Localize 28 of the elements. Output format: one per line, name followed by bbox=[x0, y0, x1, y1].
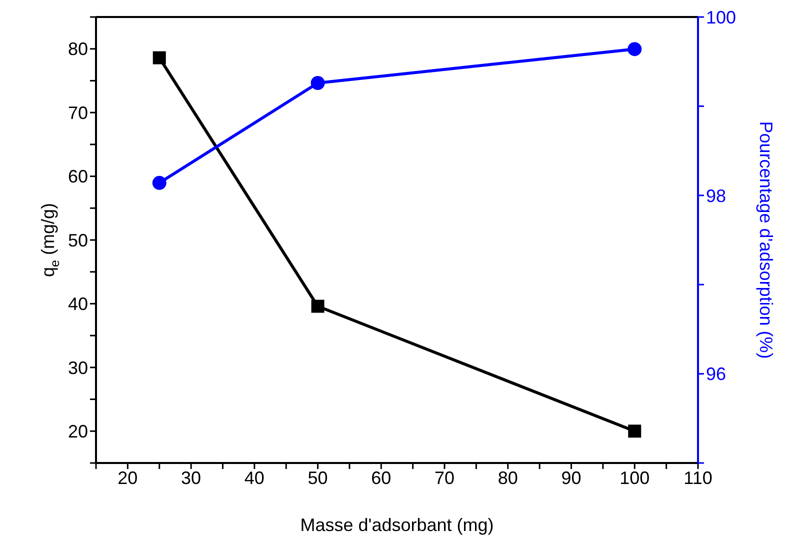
y2-tick-label: 100 bbox=[706, 7, 736, 28]
y-tick-label: 60 bbox=[68, 166, 88, 187]
x-tick-label: 90 bbox=[561, 468, 582, 488]
y-tick-label: 20 bbox=[68, 422, 88, 442]
x-tick-label: 60 bbox=[371, 468, 392, 488]
x-tick-label: 40 bbox=[244, 468, 264, 488]
y-tick-label: 50 bbox=[68, 230, 88, 250]
y-tick-label: 80 bbox=[68, 39, 88, 60]
y-tick-label: 70 bbox=[68, 102, 88, 123]
x-tick-label: 30 bbox=[181, 468, 202, 488]
y2-tick-label: 96 bbox=[706, 364, 726, 384]
point bbox=[152, 51, 166, 64]
x-tick-label: 70 bbox=[434, 468, 455, 488]
point bbox=[310, 76, 325, 90]
x-tick-label: 80 bbox=[498, 468, 518, 488]
x-tick-label: 110 bbox=[684, 468, 712, 488]
point bbox=[311, 300, 324, 313]
point bbox=[628, 424, 642, 438]
x-axis-title: Masse d'adsorbant (mg) bbox=[300, 515, 494, 535]
y2-axis-title: Pourcentage d'adsorption (%) bbox=[756, 121, 776, 359]
point bbox=[628, 42, 642, 56]
x-tick-label: 100 bbox=[620, 468, 650, 488]
point bbox=[152, 176, 166, 190]
x-tick-label: 20 bbox=[118, 468, 138, 488]
y2-tick-label: 98 bbox=[706, 186, 726, 206]
y-tick-label: 30 bbox=[68, 358, 88, 378]
x-tick-label: 50 bbox=[308, 468, 328, 488]
y-tick-label: 40 bbox=[68, 294, 88, 314]
